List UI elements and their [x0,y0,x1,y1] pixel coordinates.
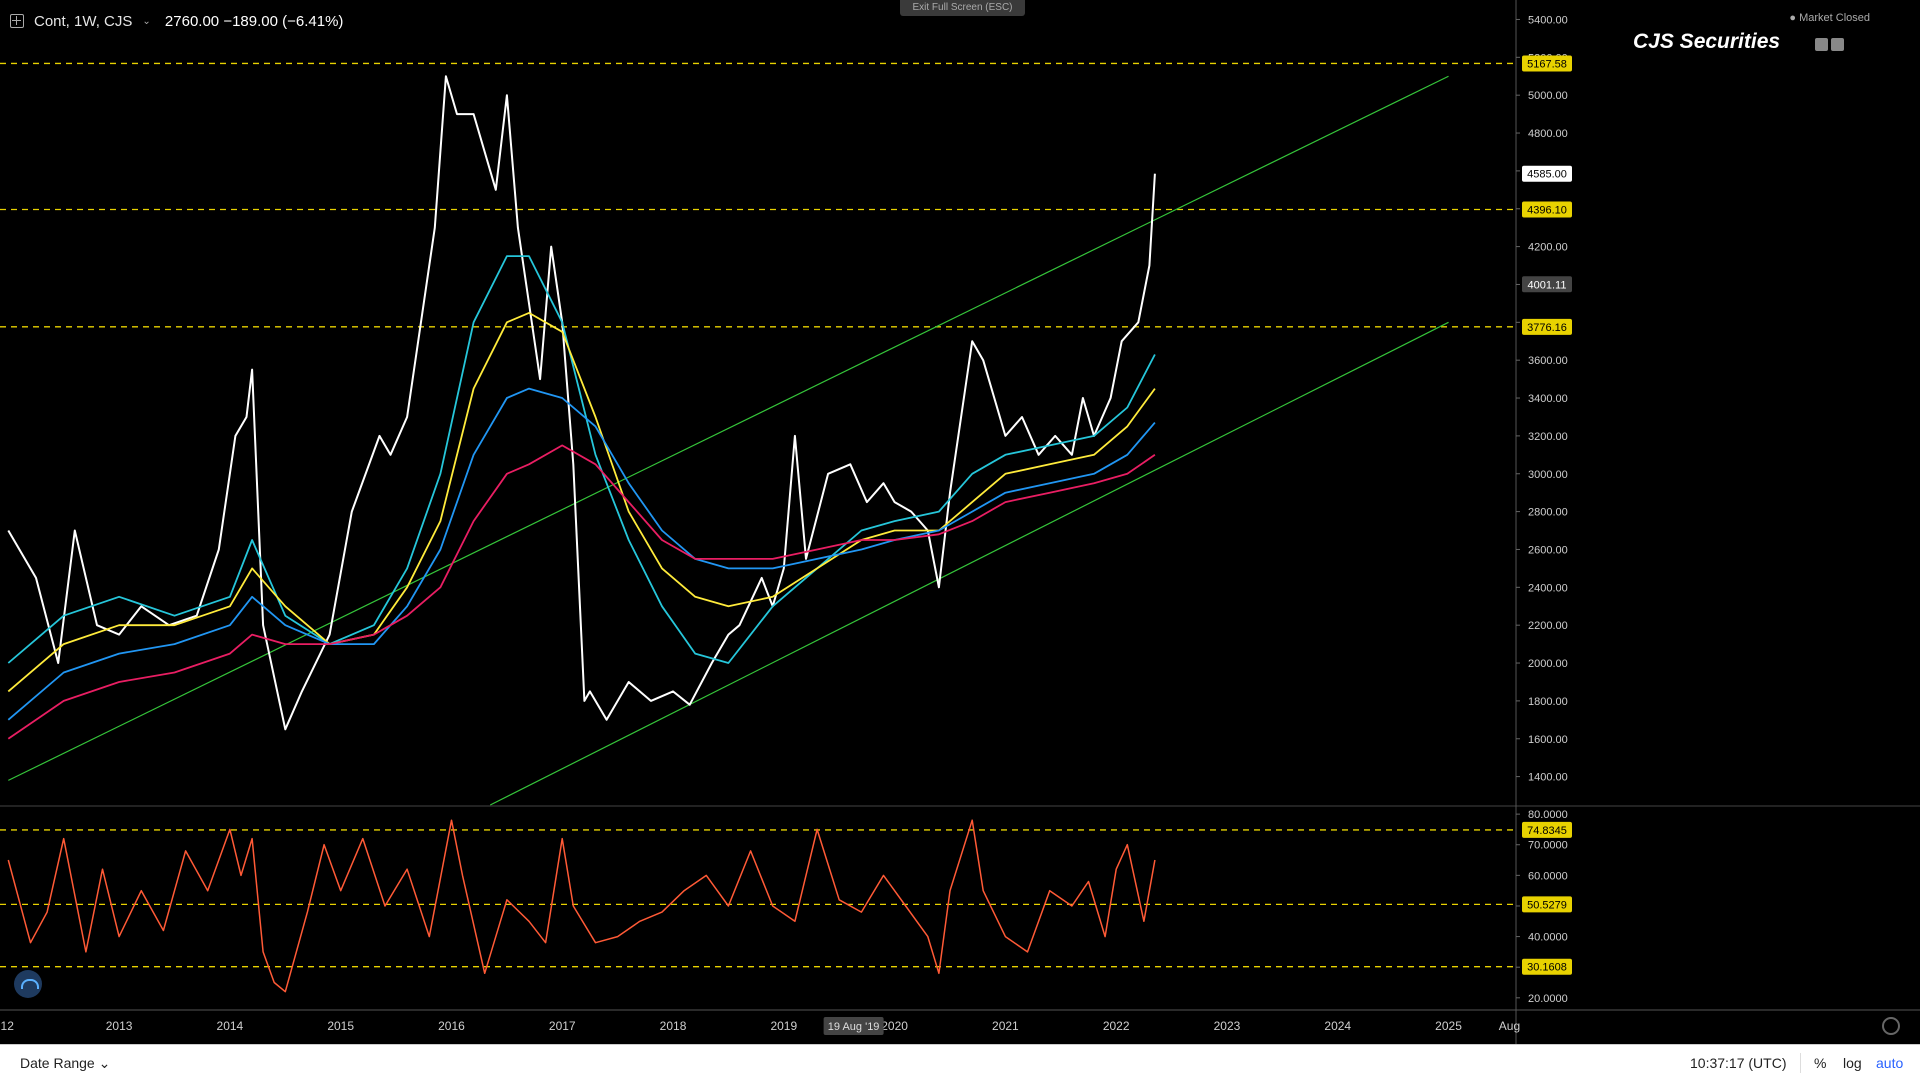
settings-gear-icon[interactable] [1882,1017,1900,1035]
rsi-badge-0 [1522,821,1572,838]
level-badge-1 [1522,201,1572,218]
time-tick-label-14: Aug [1499,1019,1520,1033]
time-tick-label-6: 2018 [660,1019,687,1033]
expand-icon[interactable] [1831,38,1844,51]
price-tick-label-7: 2800.00 [1528,507,1568,519]
price-chart[interactable]: 1400.00 1600.00 1800.00 2000.00 2200.00 2400.… [0,0,1920,1044]
rsi-tick-label-0: 20.0000 [1528,993,1568,1005]
price-tick-label-9: 3200.00 [1528,431,1568,443]
date-range-button[interactable]: Date Range ⌄ [20,1055,111,1071]
series-price [7,75,1156,731]
time-tick-label-5: 2017 [549,1019,576,1033]
rsi-tick-label-4: 60.0000 [1528,870,1568,882]
price-tick-label-4: 2200.00 [1528,620,1568,632]
price-tick-label-17: 4800.00 [1528,128,1568,140]
log-toggle[interactable]: log [1843,1055,1862,1071]
time-tick-label-4: 2016 [438,1019,465,1033]
time-tick-label-1: 2013 [106,1019,133,1033]
time-tick-label-12: 2024 [1324,1019,1351,1033]
rsi-badge-1 [1522,896,1572,913]
price-tick-label-5: 2400.00 [1528,582,1568,594]
price-tick-label-2: 1800.00 [1528,696,1568,708]
price-tick-label-11: 3600.00 [1528,355,1568,367]
utc-clock[interactable]: 10:37:17 (UTC) [1690,1055,1787,1071]
series-rsi [7,819,1156,993]
expand-icon[interactable] [10,14,24,28]
series-ma1 [7,255,1156,664]
collapse-icon[interactable] [1815,38,1828,51]
price-tick-label-8: 3000.00 [1528,469,1568,481]
rsi-tick-label-6: 80.0000 [1528,809,1568,821]
time-tick-label-13: 2025 [1435,1019,1462,1033]
time-tick-label-11: 2023 [1214,1019,1241,1033]
rsi-tick-label-2: 40.0000 [1528,932,1568,944]
bottom-toolbar: Date Range ⌄ 10:37:17 (UTC) % log auto [0,1044,1920,1081]
crosshair-date-label: 19 Aug '19 [828,1021,880,1033]
level-badge-4 [1522,276,1572,293]
level-badge-3 [1522,165,1572,182]
pane-controls [1815,38,1844,51]
level-badge-label-1: 4396.10 [1527,204,1567,216]
level-badge-label-2: 3776.16 [1527,322,1567,334]
crosshair-date-badge [823,1017,884,1035]
price-tick-label-20: 5400.00 [1528,14,1568,26]
auto-toggle[interactable]: auto [1876,1055,1904,1071]
brand-watermark: CJS Securities [1633,30,1781,53]
time-tick-label-7: 2019 [770,1019,797,1033]
rsi-badge-label-0: 74.8345 [1527,825,1567,837]
time-tick-label-2: 2014 [217,1019,244,1033]
level-badge-2 [1522,318,1572,335]
symbol-label[interactable]: Cont, 1W, CJS [34,12,133,30]
price-tick-label-1: 1600.00 [1528,734,1568,746]
rsi-badge-2 [1522,958,1572,975]
level-badge-label-0: 5167.58 [1527,58,1567,70]
level-badge-label-3: 4585.00 [1527,169,1567,181]
symbol-header: Cont, 1W, CJS ⌄ 2760.00 −189.00 (−6.41%) [10,10,343,32]
level-badge-0 [1522,55,1572,72]
time-tick-label-3: 2015 [327,1019,354,1033]
rsi-badge-label-1: 50.5279 [1527,899,1567,911]
separator [1800,1053,1801,1073]
price-tick-label-10: 3400.00 [1528,393,1568,405]
price-change: 2760.00 −189.00 (−6.41%) [160,12,344,30]
exit-fullscreen-button[interactable]: Exit Full Screen (ESC) [900,0,1025,16]
rsi-badge-label-2: 30.1608 [1527,962,1567,974]
series-ma2 [7,311,1156,693]
channel-line-0 [8,75,1449,781]
market-status: ● Market Closed [1789,12,1870,24]
time-tick-label-8: 2020 [881,1019,908,1033]
price-tick-label-18: 5000.00 [1528,90,1568,102]
channel-line-1 [489,321,1449,806]
time-tick-label-9: 2021 [992,1019,1019,1033]
level-badge-label-4: 4001.11 [1528,279,1567,291]
rsi-tick-label-5: 70.0000 [1528,840,1568,852]
price-tick-label-14: 4200.00 [1528,242,1568,254]
time-tick-label-0: 12 [1,1019,15,1033]
price-tick-label-6: 2600.00 [1528,544,1568,556]
time-tick-label-10: 2022 [1103,1019,1130,1033]
series-ma4 [7,444,1156,740]
price-tick-label-3: 2000.00 [1528,658,1568,670]
series-ma3 [7,387,1156,721]
percent-toggle[interactable]: % [1814,1055,1827,1071]
price-tick-label-0: 1400.00 [1528,772,1568,784]
chevron-down-icon[interactable]: ⌄ [142,15,151,27]
tradingview-logo-icon[interactable] [14,970,42,998]
